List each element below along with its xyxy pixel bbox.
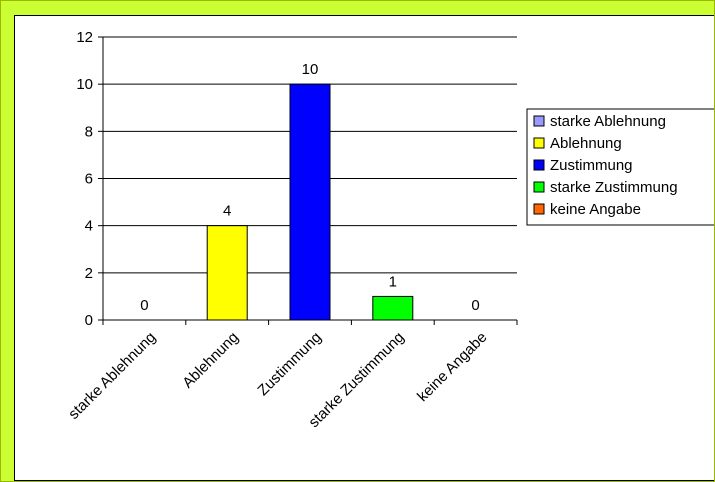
bar-value-label: 1: [389, 273, 397, 290]
bar: [373, 296, 413, 320]
y-tick-label: 6: [85, 171, 93, 188]
y-axis: 0 2 4 6 8 10 12: [76, 29, 103, 329]
bar-value-label: 0: [140, 297, 148, 314]
bars: [207, 84, 413, 320]
legend: starke Ablehnung Ablehnung Zustimmung stark…: [527, 109, 714, 225]
bar-value-label: 4: [223, 203, 231, 220]
legend-swatch: [534, 138, 544, 148]
legend-label: Ablehnung: [550, 135, 622, 152]
y-tick-label: 4: [85, 218, 93, 235]
y-tick-label: 10: [76, 76, 93, 93]
x-tick-label: Ablehnung: [179, 329, 242, 392]
legend-label: keine Angabe: [550, 201, 641, 218]
y-tick-label: 0: [85, 312, 93, 329]
y-tick-label: 12: [76, 29, 93, 46]
bar: [290, 84, 330, 320]
chart-area: 0 2 4 6 8 10 12 0 4 10 1 0 starke Ablehnung Ablehnu…: [14, 15, 714, 481]
legend-swatch: [534, 160, 544, 170]
bar-value-label: 0: [471, 297, 479, 314]
x-tick-label: Zustimmung: [254, 329, 324, 399]
y-tick-label: 2: [85, 265, 93, 282]
legend-label: starke Zustimmung: [550, 179, 678, 196]
legend-swatch: [534, 204, 544, 214]
legend-label: Zustimmung: [550, 157, 633, 174]
legend-swatch: [534, 116, 544, 126]
legend-swatch: [534, 182, 544, 192]
bar-value-label: 10: [302, 61, 319, 78]
y-tick-label: 8: [85, 123, 93, 140]
legend-label: starke Ablehnung: [550, 113, 666, 130]
bar: [207, 226, 247, 320]
x-tick-label: keine Angabe: [414, 329, 490, 405]
x-axis: starke Ablehnung Ablehnung Zustimmungstark…: [65, 320, 517, 431]
x-tick-label: starke Ablehnung: [65, 329, 159, 423]
